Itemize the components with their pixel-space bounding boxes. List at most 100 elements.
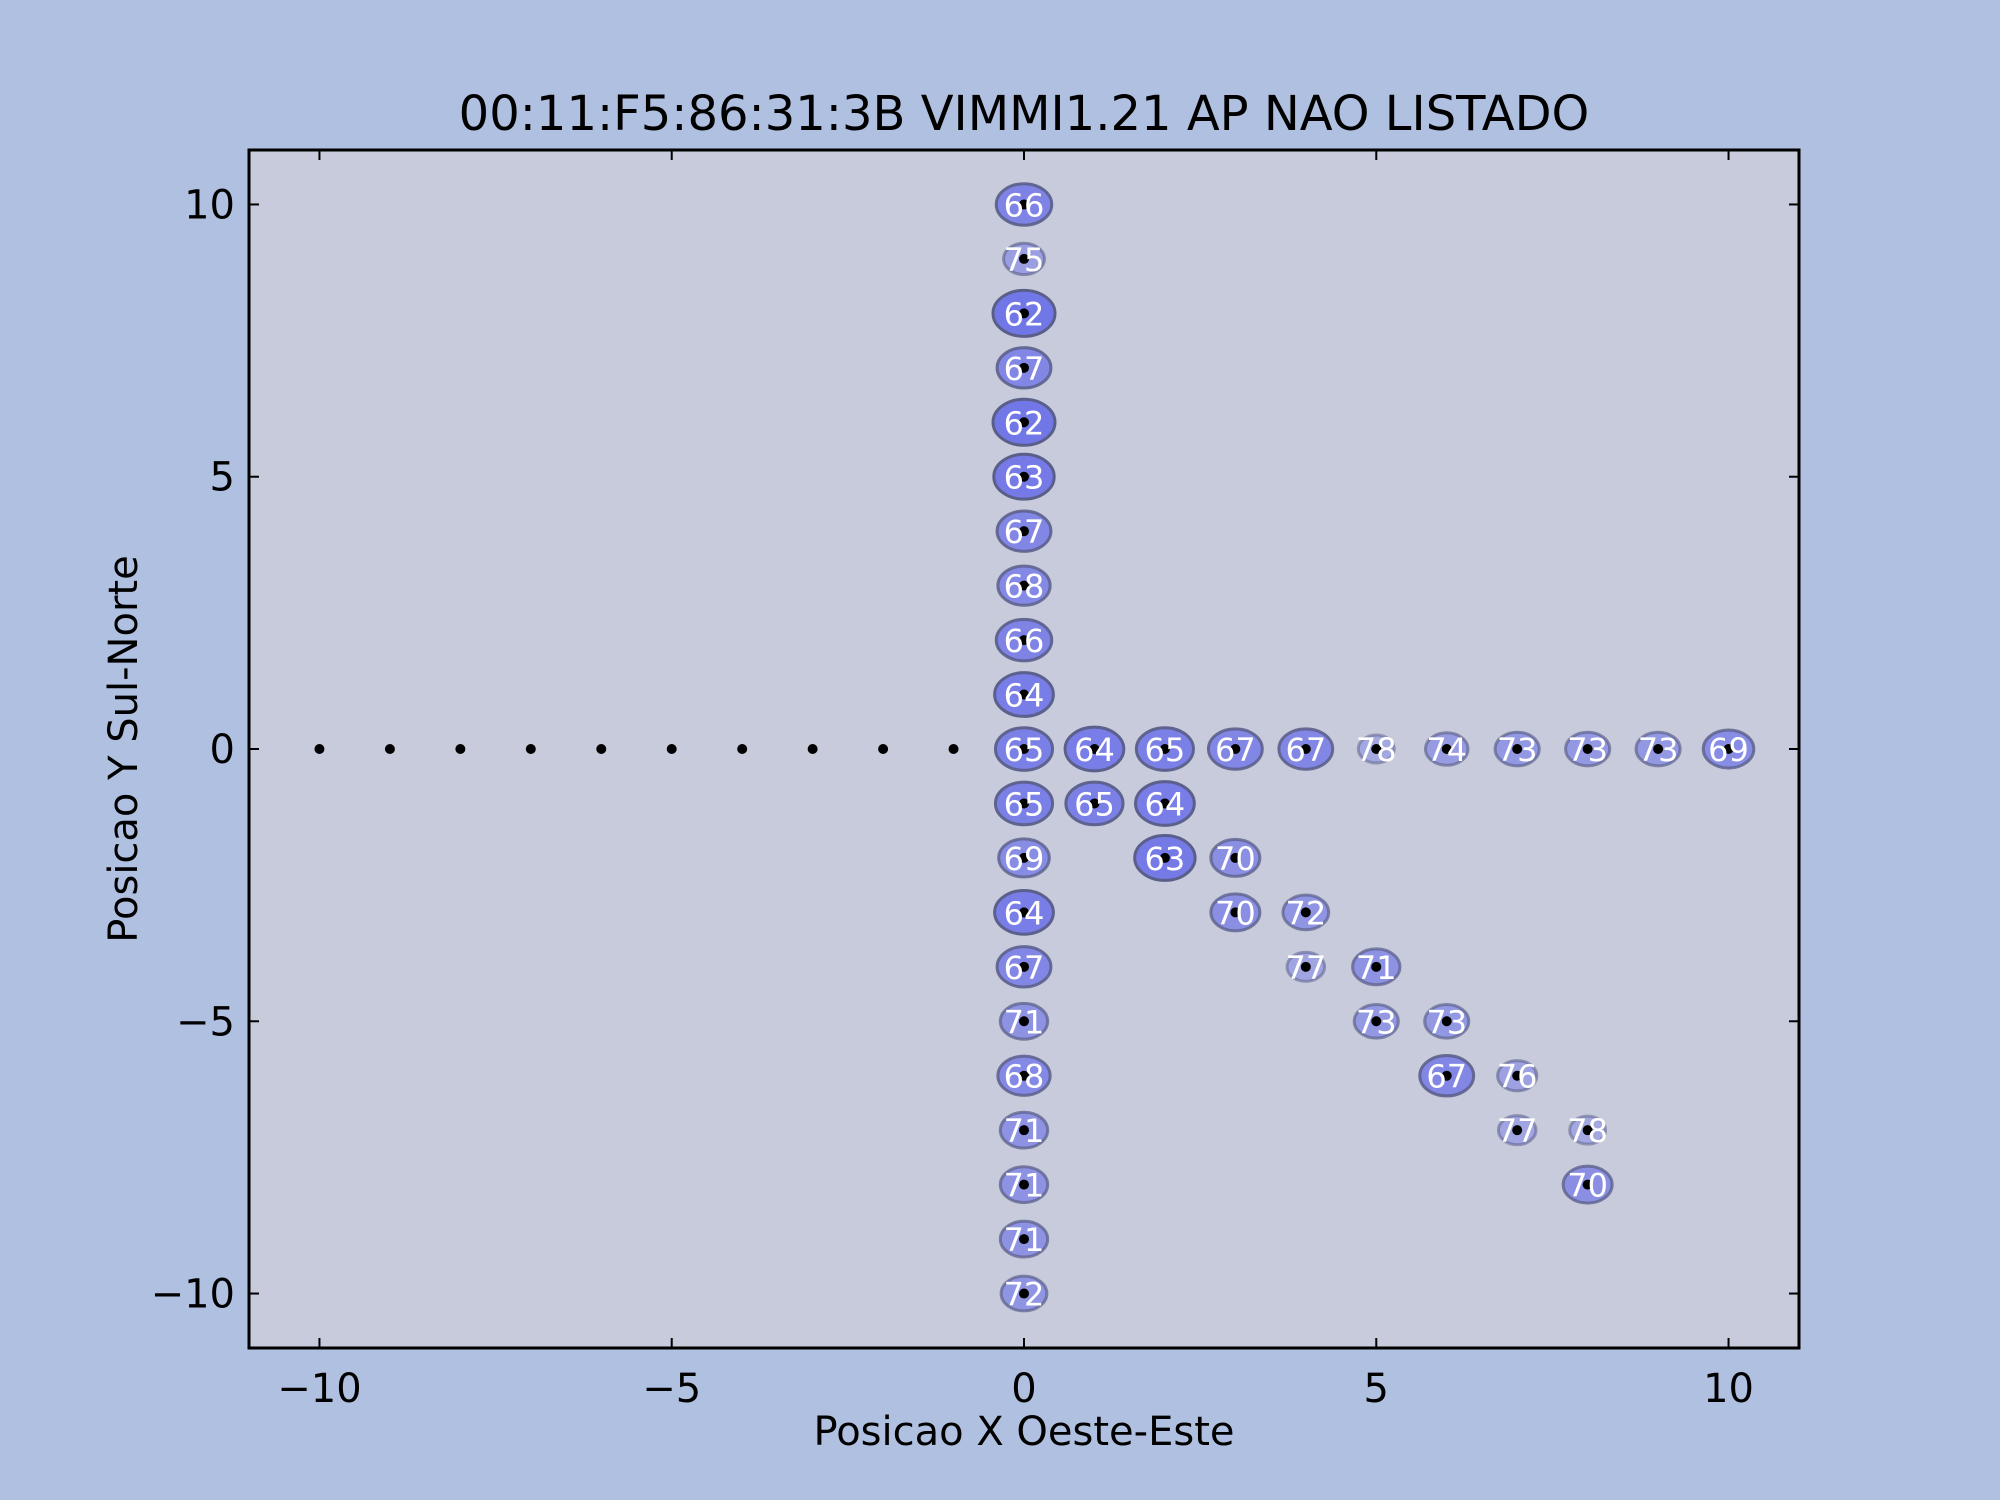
data-point: [1582, 744, 1593, 754]
data-label: 64: [1004, 894, 1045, 932]
data-point: [1019, 1125, 1029, 1136]
data-label: 66: [1004, 186, 1045, 224]
data-label: 70: [1567, 1167, 1608, 1205]
data-point: [1300, 907, 1311, 918]
data-point: [1019, 1070, 1029, 1081]
data-label: 73: [1567, 731, 1608, 769]
data-point: [1019, 199, 1029, 210]
data-label: 69: [1004, 840, 1045, 878]
data-label: 70: [1215, 894, 1256, 932]
data-point: [1512, 1125, 1523, 1136]
data-label: 78: [1567, 1112, 1608, 1150]
y-tick-label: 0: [210, 727, 235, 773]
data-point: [737, 744, 748, 754]
data-label: 71: [1004, 1221, 1045, 1259]
data-point: [1019, 1016, 1029, 1027]
data-point: [1230, 907, 1241, 918]
data-label: 69: [1708, 731, 1749, 769]
data-point: [1441, 1016, 1452, 1027]
data-label: 73: [1426, 1003, 1467, 1041]
data-point: [596, 744, 607, 754]
data-label: 71: [1004, 1003, 1045, 1041]
data-label: 67: [1004, 350, 1045, 388]
data-point: [1019, 907, 1029, 918]
data-point: [1371, 961, 1382, 972]
data-label: 67: [1004, 949, 1045, 987]
x-tick-label: −10: [277, 1366, 361, 1412]
chart-title: 00:11:F5:86:31:3B VIMMI1.21 AP NAO LISTA…: [459, 86, 1590, 142]
data-point: [1300, 961, 1311, 972]
data-label: 64: [1004, 677, 1045, 715]
data-label: 65: [1074, 785, 1115, 823]
data-label: 66: [1004, 622, 1045, 660]
data-point: [1723, 744, 1734, 754]
data-label: 73: [1356, 1003, 1397, 1041]
data-point: [1230, 744, 1241, 754]
data-point: [1089, 798, 1100, 809]
y-tick-label: 10: [184, 182, 235, 228]
data-label: 76: [1497, 1058, 1538, 1096]
data-point: [1019, 471, 1029, 482]
data-label: 68: [1004, 1058, 1045, 1096]
data-label: 62: [1004, 295, 1045, 333]
data-point: [455, 744, 466, 754]
data-point: [1441, 1070, 1452, 1081]
data-point: [384, 744, 395, 754]
data-point: [1230, 852, 1241, 863]
data-label: 67: [1004, 513, 1045, 551]
x-tick-label: −5: [642, 1366, 701, 1412]
data-label: 70: [1215, 840, 1256, 878]
x-axis-label: Posicao X Oeste-Este: [814, 1409, 1235, 1455]
data-point: [1019, 1234, 1029, 1245]
data-label: 74: [1426, 731, 1467, 769]
data-point: [1371, 744, 1382, 754]
data-label: 75: [1004, 241, 1045, 279]
data-point: [1019, 961, 1029, 972]
data-label: 73: [1497, 731, 1538, 769]
data-point: [1019, 852, 1029, 863]
data-point: [1019, 798, 1029, 809]
data-point: [1019, 580, 1029, 591]
data-point: [525, 744, 536, 754]
data-label: 67: [1426, 1058, 1467, 1096]
data-point: [1512, 1070, 1523, 1081]
data-point: [1019, 526, 1029, 537]
data-label: 71: [1004, 1112, 1045, 1150]
y-tick-label: −10: [151, 1272, 235, 1318]
data-point: [1512, 744, 1523, 754]
data-label: 62: [1004, 404, 1045, 442]
data-point: [1019, 253, 1029, 264]
data-point: [1582, 1125, 1593, 1136]
data-label: 64: [1145, 785, 1186, 823]
data-point: [878, 744, 889, 754]
data-point: [1019, 689, 1029, 700]
data-label: 63: [1145, 840, 1186, 878]
points-layer: 66 75 62 67 62 63 67 68 66 64 65 65 69 64 67 71 68 71 71 71…: [314, 182, 1756, 1314]
x-tick-label: 0: [1011, 1366, 1036, 1412]
data-label: 68: [1004, 568, 1045, 606]
data-label: 65: [1145, 731, 1186, 769]
data-point: [1159, 798, 1170, 809]
data-point: [1019, 1179, 1029, 1190]
data-label: 63: [1004, 459, 1045, 497]
x-tick-label: 5: [1364, 1366, 1389, 1412]
data-point: [314, 744, 325, 754]
x-tick-label: 10: [1703, 1366, 1754, 1412]
data-label: 64: [1074, 731, 1115, 769]
data-label: 71: [1356, 949, 1397, 987]
data-point: [1019, 362, 1029, 373]
data-point: [1653, 744, 1664, 754]
data-point: [1019, 635, 1029, 646]
data-label: 77: [1497, 1112, 1538, 1150]
data-point: [1019, 308, 1029, 319]
y-tick-label: −5: [176, 999, 235, 1045]
data-label: 67: [1285, 731, 1326, 769]
y-tick-label: 5: [210, 455, 235, 501]
data-point: [1441, 744, 1452, 754]
data-label: 78: [1356, 731, 1397, 769]
data-label: 71: [1004, 1167, 1045, 1205]
data-point: [1089, 744, 1100, 754]
data-point: [666, 744, 677, 754]
y-axis-label: Posicao Y Sul-Norte: [101, 555, 147, 942]
